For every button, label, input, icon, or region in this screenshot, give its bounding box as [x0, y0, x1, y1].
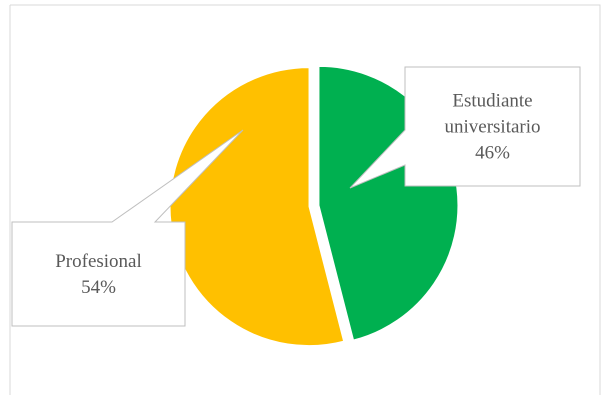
data-label-category: Estudiante	[452, 91, 532, 112]
data-label-callout: Estudiante universitario 46%	[349, 66, 581, 189]
pie-slice-profesional	[169, 67, 345, 347]
callouts-layer: Estudiante universitario 46% Profesional 54%	[11, 66, 581, 327]
data-label-percent: 54%	[81, 277, 116, 298]
data-label-percent: 46%	[475, 143, 510, 164]
data-label-category: universitario	[444, 117, 540, 138]
chart-border	[10, 4, 601, 395]
callout-shape	[349, 66, 581, 189]
callout-shape	[11, 129, 244, 327]
slices-layer	[169, 65, 459, 347]
data-label-callout: Profesional 54%	[11, 129, 244, 327]
data-label-category: Profesional	[55, 251, 142, 272]
